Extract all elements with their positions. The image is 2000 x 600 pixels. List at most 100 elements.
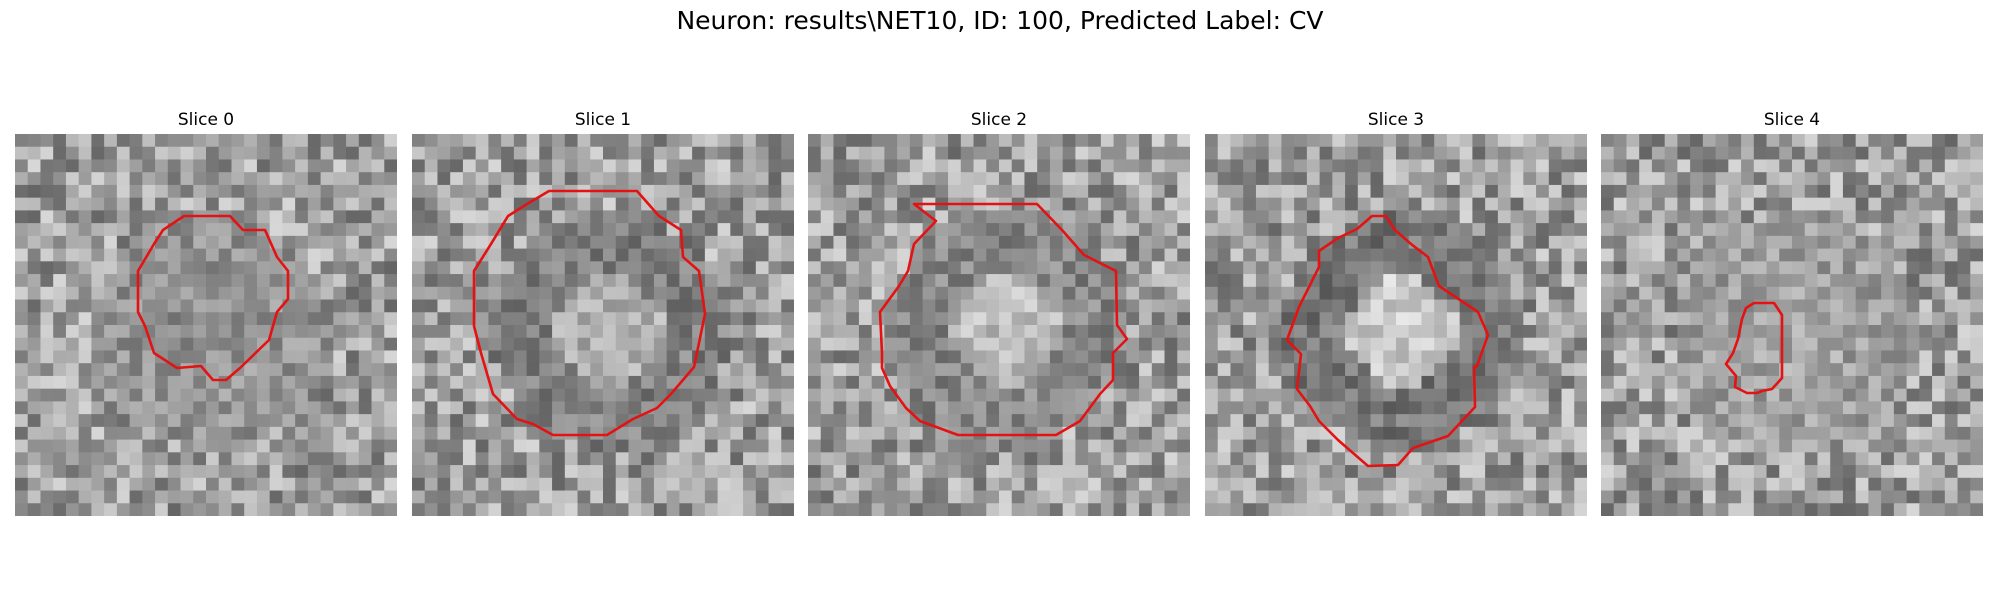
pixel-cell	[909, 159, 924, 173]
pixel-cell	[820, 312, 835, 326]
pixel-cell	[1510, 426, 1524, 441]
pixel-cell	[358, 286, 373, 301]
pixel-cell	[1766, 172, 1780, 186]
pixel-cell	[1062, 490, 1076, 504]
pixel-cell	[1126, 337, 1140, 352]
pixel-cell	[1906, 134, 1920, 148]
pixel-cell	[1357, 197, 1372, 211]
pixel-cell	[1766, 325, 1780, 339]
pixel-cell	[244, 477, 258, 492]
pixel-cell	[1217, 477, 1232, 492]
pixel-cell	[142, 146, 156, 161]
pixel-cell	[552, 490, 566, 504]
pixel-cell	[1446, 248, 1461, 262]
pixel-cell	[1459, 184, 1473, 199]
pixel-cell	[475, 375, 489, 390]
pixel-cell	[1243, 426, 1257, 441]
pixel-cell	[1062, 248, 1076, 262]
pixel-cell	[346, 337, 360, 352]
pixel-cell	[1548, 210, 1563, 224]
pixel-cell	[653, 261, 668, 275]
pixel-cell	[1690, 299, 1704, 313]
pixel-cell	[743, 414, 757, 428]
pixel-cell	[717, 312, 731, 326]
pixel-cell	[704, 172, 719, 186]
pixel-cell	[1741, 452, 1755, 466]
pixel-cell	[743, 134, 757, 148]
pixel-cell	[999, 325, 1013, 339]
pixel-cell	[1319, 337, 1333, 352]
pixel-cell	[1177, 235, 1190, 250]
pixel-cell	[206, 197, 220, 211]
pixel-cell	[53, 325, 67, 339]
pixel-cell	[1548, 248, 1563, 262]
pixel-cell	[27, 184, 42, 199]
pixel-cell	[78, 490, 92, 504]
pixel-cell	[768, 414, 782, 428]
pixel-cell	[973, 210, 987, 224]
pixel-cell	[1139, 439, 1153, 453]
pixel-cell	[1944, 477, 1959, 492]
pixel-cell	[450, 350, 464, 364]
pixel-cell	[193, 248, 207, 262]
pixel-cell	[1062, 439, 1076, 453]
pixel-cell	[78, 197, 92, 211]
pixel-cell	[552, 452, 566, 466]
pixel-cell	[424, 337, 439, 352]
pixel-cell	[1842, 210, 1857, 224]
pixel-cell	[1332, 477, 1346, 492]
pixel-cell	[295, 439, 309, 453]
pixel-cell	[15, 223, 29, 237]
pixel-cell	[1664, 274, 1678, 288]
pixel-cell	[1536, 248, 1550, 262]
pixel-cell	[628, 235, 642, 250]
pixel-cell	[104, 388, 118, 402]
pixel-cell	[1830, 465, 1844, 479]
pixel-cell	[577, 337, 591, 352]
pixel-cell	[1370, 490, 1384, 504]
pixel-cell	[1881, 146, 1895, 161]
pixel-cell	[922, 337, 936, 352]
pixel-cell	[462, 414, 477, 428]
pixel-cell	[526, 159, 540, 173]
pixel-cell	[116, 401, 131, 415]
pixel-cell	[641, 235, 655, 250]
pixel-cell	[897, 477, 911, 492]
pixel-cell	[1177, 465, 1190, 479]
pixel-cell	[1177, 134, 1190, 148]
pixel-cell	[295, 388, 309, 402]
slice-image	[808, 134, 1190, 516]
pixel-cell	[1855, 490, 1869, 504]
pixel-cell	[1932, 197, 1946, 211]
pixel-cell	[539, 363, 553, 377]
pixel-cell	[513, 477, 528, 492]
pixel-cell	[384, 184, 397, 199]
pixel-cell	[1126, 299, 1140, 313]
pixel-cell	[180, 172, 194, 186]
pixel-cell	[1268, 414, 1282, 428]
pixel-cell	[564, 490, 579, 504]
pixel-cell	[577, 350, 591, 364]
pixel-cell	[1970, 490, 1983, 504]
pixel-cell	[346, 223, 360, 237]
pixel-cell	[1319, 503, 1333, 516]
pixel-cell	[27, 197, 42, 211]
pixel-cell	[641, 210, 655, 224]
pixel-cell	[871, 172, 885, 186]
pixel-cell	[1139, 134, 1153, 148]
pixel-cell	[577, 388, 591, 402]
pixel-cell	[1932, 210, 1946, 224]
pixel-cell	[808, 274, 822, 288]
pixel-cell	[1139, 248, 1153, 262]
pixel-cell	[206, 261, 220, 275]
pixel-cell	[1319, 325, 1333, 339]
pixel-cell	[577, 401, 591, 415]
pixel-cell	[1139, 210, 1153, 224]
pixel-cell	[1345, 235, 1359, 250]
pixel-cell	[53, 414, 67, 428]
slice-image	[1601, 134, 1983, 516]
pixel-cell	[1613, 223, 1628, 237]
pixel-cell	[1842, 426, 1857, 441]
pixel-cell	[1626, 286, 1640, 301]
pixel-cell	[218, 235, 233, 250]
